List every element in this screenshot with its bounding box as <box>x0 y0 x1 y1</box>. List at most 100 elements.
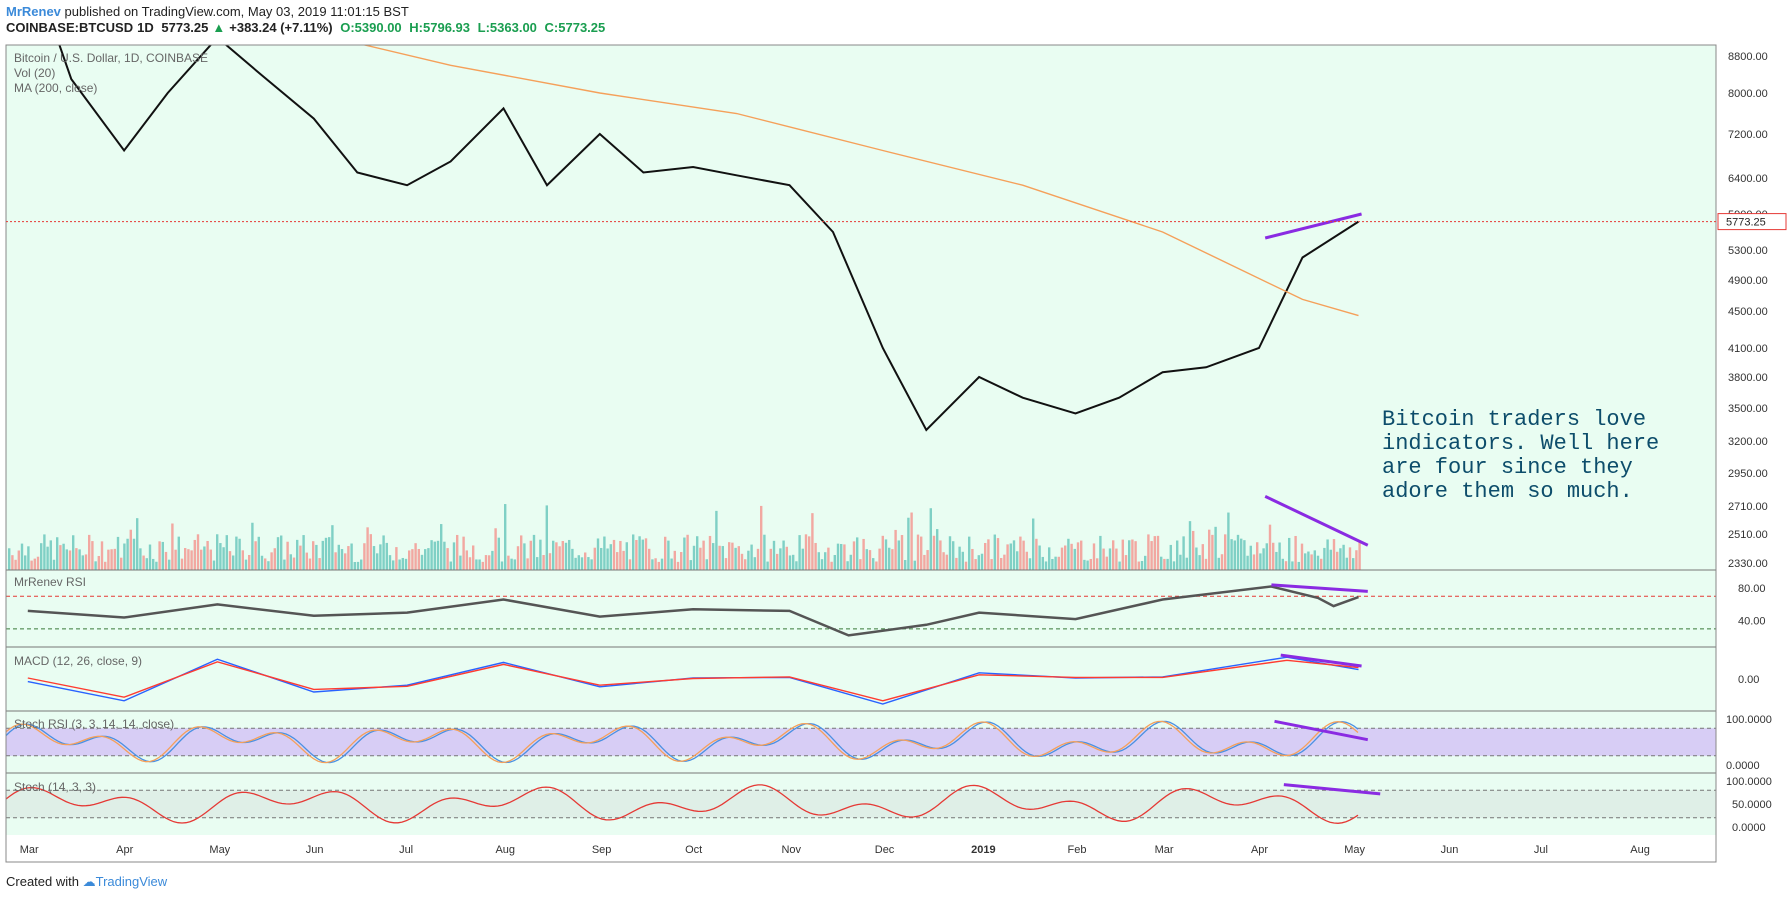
volume-bar <box>1156 535 1160 570</box>
volume-bar <box>27 546 30 570</box>
volume-bar <box>1028 558 1032 570</box>
volume-bar <box>929 508 932 570</box>
volume-bar <box>238 538 241 570</box>
volume-bar <box>526 558 529 570</box>
volume-bar <box>484 555 488 570</box>
volume-bar <box>283 559 286 570</box>
volume-bar <box>1112 540 1115 570</box>
volume-bar <box>881 535 884 570</box>
volume-bar <box>811 513 814 570</box>
volume-bar <box>737 546 740 570</box>
volume-bar <box>1044 561 1048 570</box>
volume-bar <box>904 560 907 570</box>
volume-bar <box>232 555 235 570</box>
volume-bar <box>315 544 318 570</box>
volume-bar <box>1105 556 1108 570</box>
volume-bar <box>750 544 753 570</box>
volume-bar <box>1316 555 1320 570</box>
volume-bar <box>289 554 292 570</box>
volume-bar <box>772 540 776 570</box>
volume-bar <box>408 550 411 570</box>
volume-bar <box>1051 558 1054 570</box>
stochrsi-trendline <box>1274 719 1369 742</box>
volume-bar <box>152 558 155 570</box>
volume-bar <box>225 535 228 570</box>
volume-bar <box>1272 542 1275 570</box>
volume-bar <box>1339 548 1342 570</box>
price-tick-label: 6400.00 <box>1728 173 1768 185</box>
volume-bar <box>78 549 81 570</box>
volume-bar <box>971 548 974 570</box>
volume-bar <box>654 558 657 570</box>
volume-bar <box>648 548 651 570</box>
volume-bar <box>833 555 836 570</box>
volume-bar <box>699 547 702 570</box>
volume-bar <box>382 535 385 570</box>
price-tick-label: 8800.00 <box>1728 51 1768 63</box>
volume-bar <box>632 534 635 570</box>
volume-bar <box>46 546 49 570</box>
volume-bar <box>174 549 177 570</box>
x-tick-label: May <box>209 844 230 856</box>
volume-bar <box>782 540 785 570</box>
volume-bar <box>628 559 632 570</box>
volume-bar <box>196 534 200 570</box>
footer-brand[interactable]: TradingView <box>95 874 168 889</box>
volume-bar <box>712 543 715 570</box>
volume-bar <box>1281 558 1284 570</box>
price-tick-label: 4100.00 <box>1728 343 1768 355</box>
volume-bar <box>1172 561 1176 570</box>
volume-bar <box>257 536 260 570</box>
volume-bar <box>216 534 219 570</box>
volume-bar <box>1006 544 1009 570</box>
volume-bar <box>715 510 718 570</box>
rsi-trendline <box>1271 583 1368 593</box>
volume-bar <box>785 546 788 570</box>
volume-bar <box>1320 558 1323 570</box>
volume-bar <box>1070 543 1073 570</box>
volume-bar <box>1064 545 1067 570</box>
volume-bar <box>308 558 312 570</box>
volume-bar <box>673 550 676 570</box>
volume-bar <box>801 548 804 570</box>
volume-bar <box>1185 557 1188 570</box>
volume-bar <box>548 553 552 570</box>
volume-bar <box>260 555 264 570</box>
volume-bar <box>235 536 238 570</box>
volume-bar <box>360 559 363 570</box>
volume-bar <box>1195 547 1198 570</box>
tradingview-logo-icon: ☁ <box>82 874 96 889</box>
volume-bar <box>161 541 164 570</box>
volume-bar <box>344 553 347 570</box>
volume-bar <box>507 555 510 570</box>
macd-trendline <box>1280 653 1362 668</box>
price-tick-label: 3800.00 <box>1728 372 1768 384</box>
volume-bar <box>993 534 996 570</box>
volume-bar <box>1188 521 1192 570</box>
volume-bar <box>622 550 625 570</box>
volume-bar <box>379 544 382 570</box>
volume-bar <box>523 543 526 570</box>
volume-bar <box>760 505 763 570</box>
author-link[interactable]: MrRenev <box>6 4 61 19</box>
volume-bar <box>321 540 324 570</box>
volume-bar <box>436 540 440 570</box>
volume-bar <box>683 537 686 570</box>
publish-header: MrRenev published on TradingView.com, Ma… <box>6 4 409 19</box>
rsi-tick-label: 80.00 <box>1738 583 1766 595</box>
volume-bar <box>1073 548 1076 570</box>
rsi-tick-label: 40.00 <box>1738 616 1766 628</box>
volume-bar <box>481 561 484 570</box>
volume-bar <box>612 539 616 570</box>
volume-bar <box>81 555 84 570</box>
volume-bar <box>859 559 862 570</box>
volume-bar <box>1000 557 1003 570</box>
volume-bar <box>1163 558 1166 570</box>
volume-bar <box>792 554 795 570</box>
volume-bar <box>1291 561 1294 570</box>
volume-bar <box>59 545 62 570</box>
volume-bar <box>779 548 782 570</box>
volume-bar <box>334 552 337 570</box>
volume-bar <box>1211 534 1214 570</box>
